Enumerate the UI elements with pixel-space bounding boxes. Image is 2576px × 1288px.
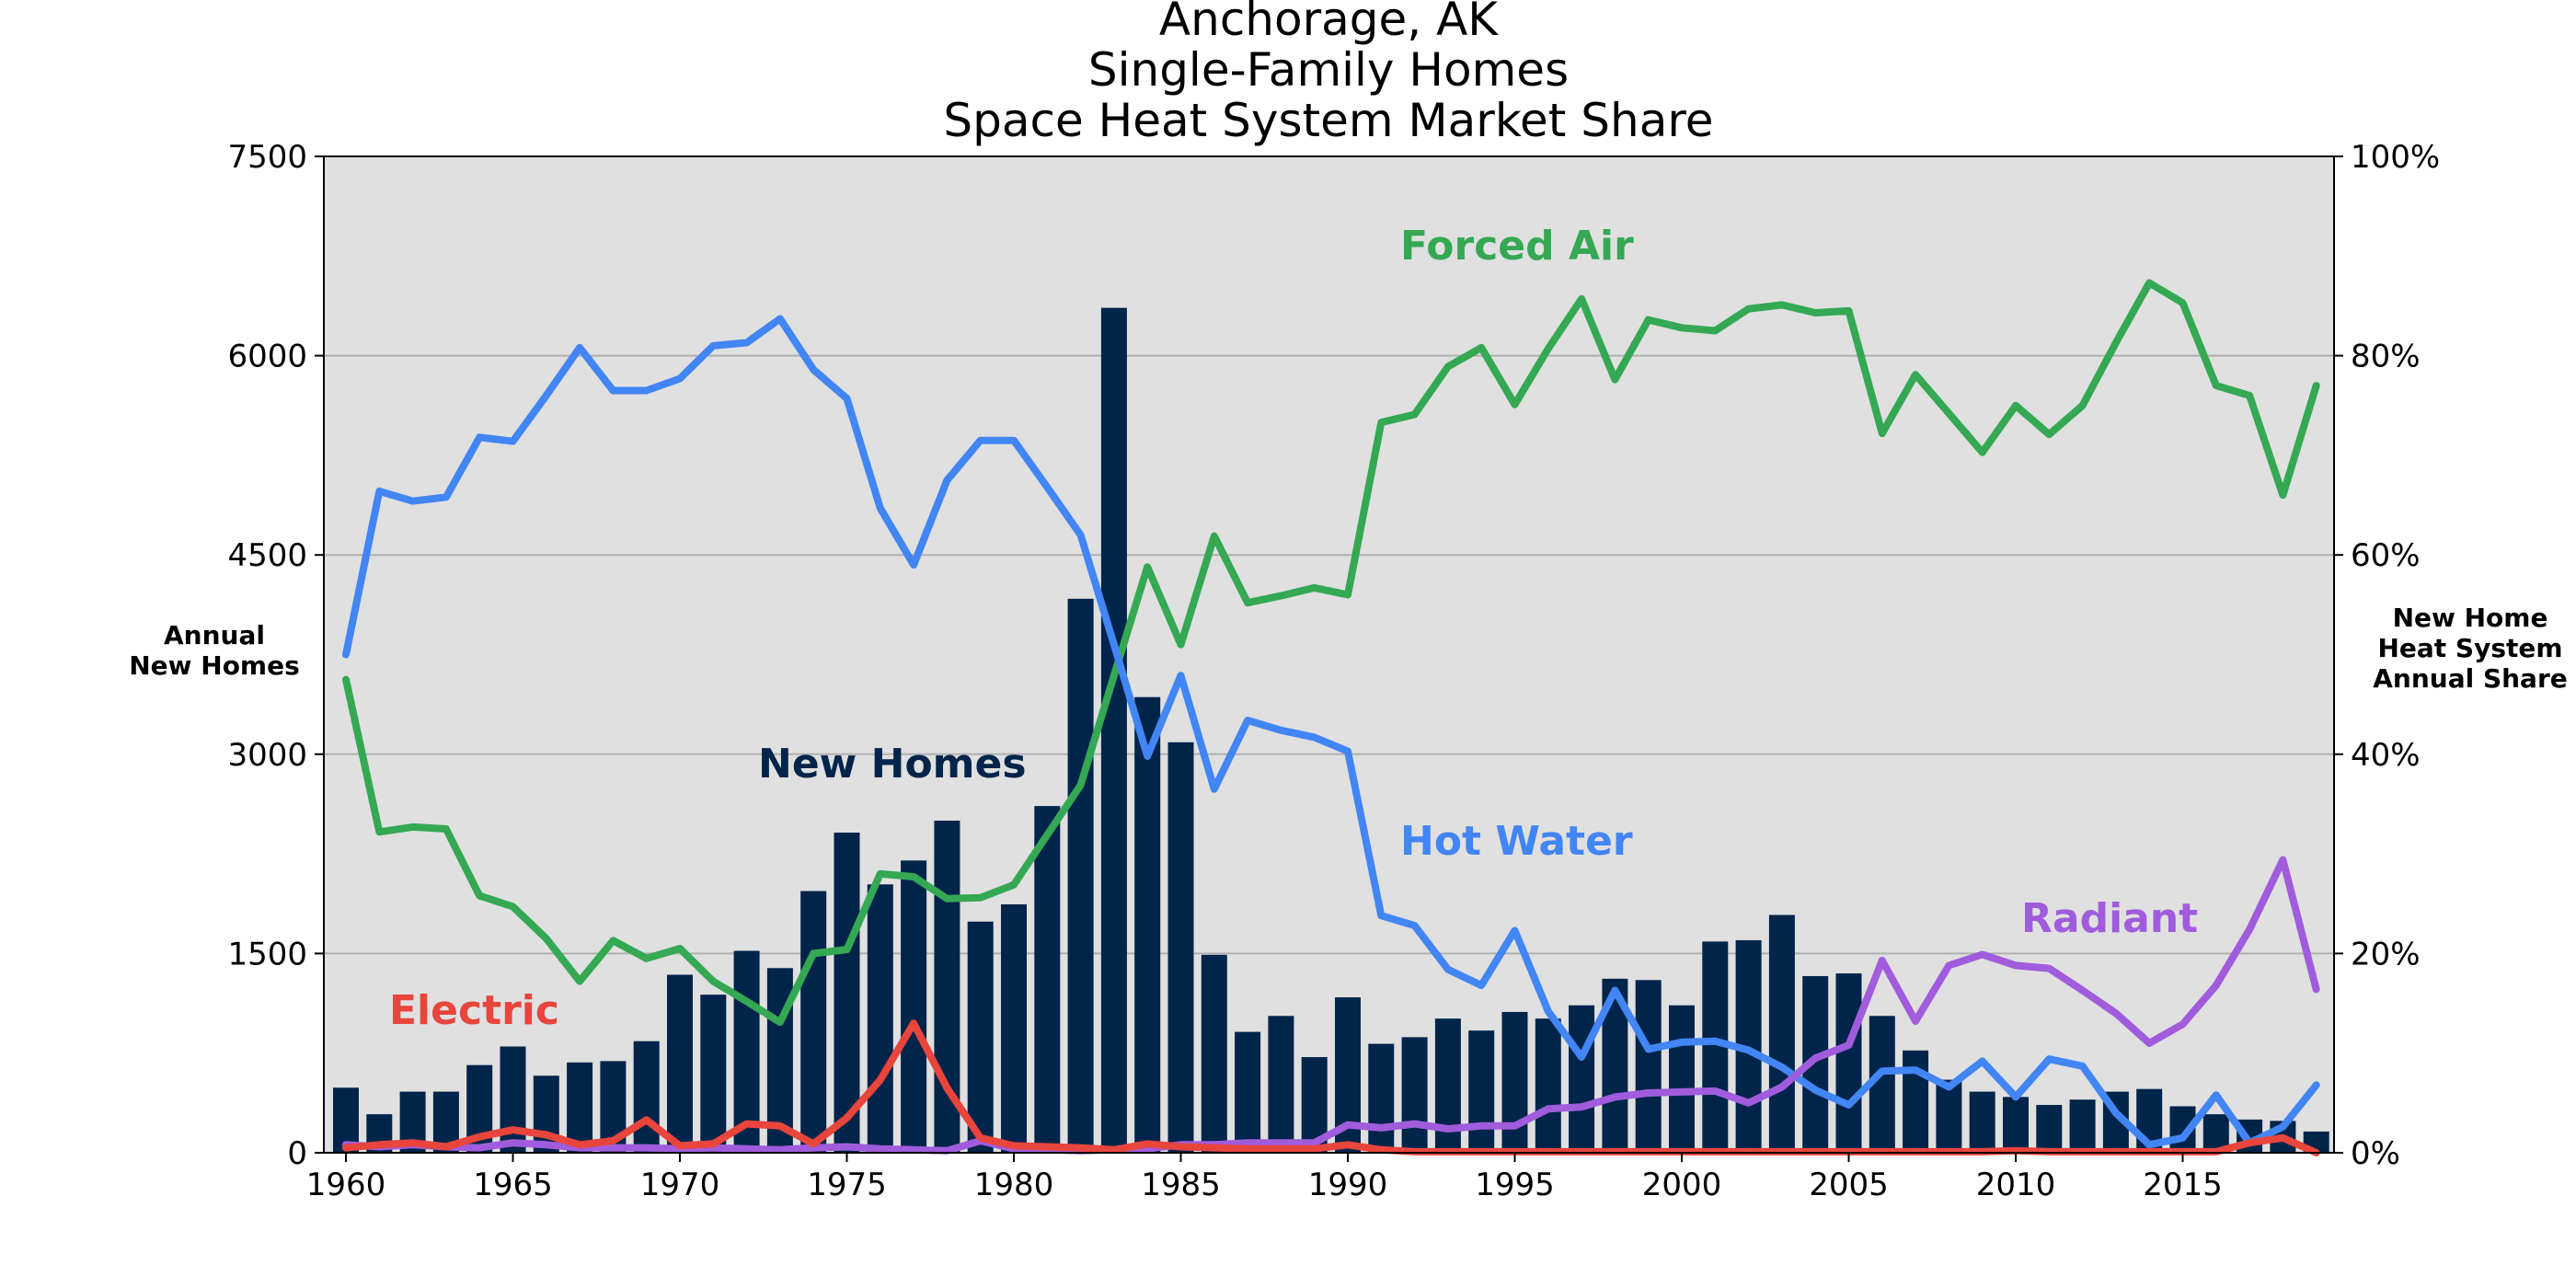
bar-1999: [1635, 980, 1662, 1153]
bar-1995: [1501, 1011, 1528, 1153]
x-axis: 1960 1965 1970 1975 1980 1985 1990 1995 2000 2005…: [306, 1153, 2223, 1203]
bar-1988: [1268, 1016, 1294, 1153]
y-left-tick-label: 7500: [227, 139, 307, 176]
y-right-tick-label: 60%: [2351, 537, 2421, 574]
bar-1996: [1535, 1018, 1561, 1153]
bar-2000: [1669, 1005, 1695, 1153]
title-line-2: Single-Family Homes: [1088, 43, 1569, 97]
bar-1979: [967, 921, 994, 1153]
bar-1975: [834, 832, 860, 1153]
bar-2011: [2036, 1105, 2063, 1153]
y-right-axis-label: New Home Heat System Annual Share: [2373, 603, 2568, 694]
y-right-label-line-1: New Home: [2393, 603, 2548, 633]
y-right-tick-label: 80%: [2351, 339, 2421, 375]
x-tick-label: 1995: [1475, 1167, 1555, 1203]
bar-1991: [1368, 1043, 1395, 1153]
title-line-3: Space Heat System Market Share: [943, 94, 1713, 147]
bar-1981: [1034, 806, 1061, 1153]
line-series-electric: [342, 1019, 2320, 1156]
bar-1983: [1100, 307, 1127, 1154]
series-annotations: Forced Air Hot Water Radiant Electric Ne…: [389, 223, 2198, 1034]
y-right-tick-label: 100%: [2351, 139, 2440, 176]
bar-1987: [1235, 1031, 1261, 1153]
bar-1972: [733, 950, 760, 1153]
bar-2010: [2003, 1097, 2029, 1153]
bar-1985: [1167, 742, 1194, 1153]
y-left-axis-label: Annual New Homes: [129, 620, 300, 681]
bar-1976: [867, 884, 893, 1153]
y-right-label-line-3: Annual Share: [2373, 663, 2568, 694]
y-left-tick-label: 1500: [227, 936, 307, 972]
y-right-tick-label: 0%: [2351, 1135, 2400, 1172]
bar-1974: [800, 891, 827, 1153]
x-tick-label: 2000: [1642, 1167, 1722, 1203]
bar-1977: [901, 860, 927, 1153]
y-right-tick-label: 20%: [2351, 936, 2421, 972]
plot-background: [324, 156, 2334, 1153]
x-tick-label: 1975: [807, 1167, 887, 1203]
x-tick-label: 1980: [974, 1167, 1054, 1203]
bar-2009: [1969, 1091, 1995, 1153]
y-left-tick-label: 0: [287, 1135, 307, 1172]
gridlines: [324, 354, 2334, 955]
bar-1992: [1401, 1037, 1428, 1153]
annotation-new-homes: New Homes: [758, 741, 1027, 788]
y-right-tick-label: 40%: [2351, 737, 2421, 774]
bar-1967: [567, 1062, 593, 1153]
bar-2003: [1768, 914, 1795, 1153]
bar-1982: [1067, 598, 1094, 1153]
bar-1970: [667, 974, 693, 1153]
bar-1993: [1434, 1018, 1461, 1153]
x-tick-label: 1965: [473, 1167, 553, 1203]
plot-frame: [323, 155, 2335, 1154]
bar-1971: [700, 995, 727, 1153]
bar-2005: [1835, 973, 1862, 1153]
chart-title: Anchorage, AK Single-Family Homes Space …: [943, 0, 1713, 147]
y-right-label-line-2: Heat System: [2377, 633, 2562, 663]
line-series-group: [342, 279, 2320, 1156]
bar-2008: [1936, 1079, 1962, 1153]
x-tick-label: 2010: [1976, 1167, 2056, 1203]
annotation-electric: Electric: [389, 987, 559, 1034]
x-tick-label: 2005: [1809, 1167, 1889, 1203]
bar-1980: [1001, 903, 1027, 1153]
line-series-hot-water: [342, 315, 2320, 1149]
y-left-label-line-2: New Homes: [129, 650, 300, 681]
bar-1986: [1201, 954, 1227, 1153]
bar-1994: [1468, 1030, 1495, 1153]
bar-series-new-homes: [333, 307, 2329, 1154]
y-left-tick-label: 6000: [227, 339, 307, 375]
title-line-1: Anchorage, AK: [1159, 0, 1499, 46]
x-tick-label: 2015: [2143, 1167, 2223, 1203]
bar-1969: [633, 1041, 660, 1153]
bar-1984: [1134, 696, 1161, 1153]
annotation-radiant: Radiant: [2021, 895, 2198, 942]
x-tick-label: 1985: [1141, 1167, 1221, 1203]
x-tick-label: 1970: [640, 1167, 720, 1203]
line-series-forced-air: [342, 279, 2320, 1027]
x-tick-label: 1960: [306, 1167, 386, 1203]
y-left-label-line-1: Annual: [164, 620, 265, 650]
bar-1965: [500, 1046, 526, 1153]
annotation-forced-air: Forced Air: [1400, 223, 1634, 270]
y-left-tick-label: 3000: [227, 737, 307, 774]
bar-2012: [2069, 1099, 2096, 1153]
line-series-radiant: [342, 856, 2320, 1155]
bar-1997: [1569, 1005, 1595, 1153]
y-left-tick-label: 4500: [227, 537, 307, 574]
x-tick-label: 1990: [1308, 1167, 1388, 1203]
y-right-axis: 0% 20% 40% 60% 80% 100%: [2334, 139, 2440, 1172]
bar-2007: [1903, 1050, 1929, 1153]
y-left-axis: 0 1500 3000 4500 6000 7500: [227, 139, 324, 1172]
annotation-hot-water: Hot Water: [1400, 818, 1633, 865]
